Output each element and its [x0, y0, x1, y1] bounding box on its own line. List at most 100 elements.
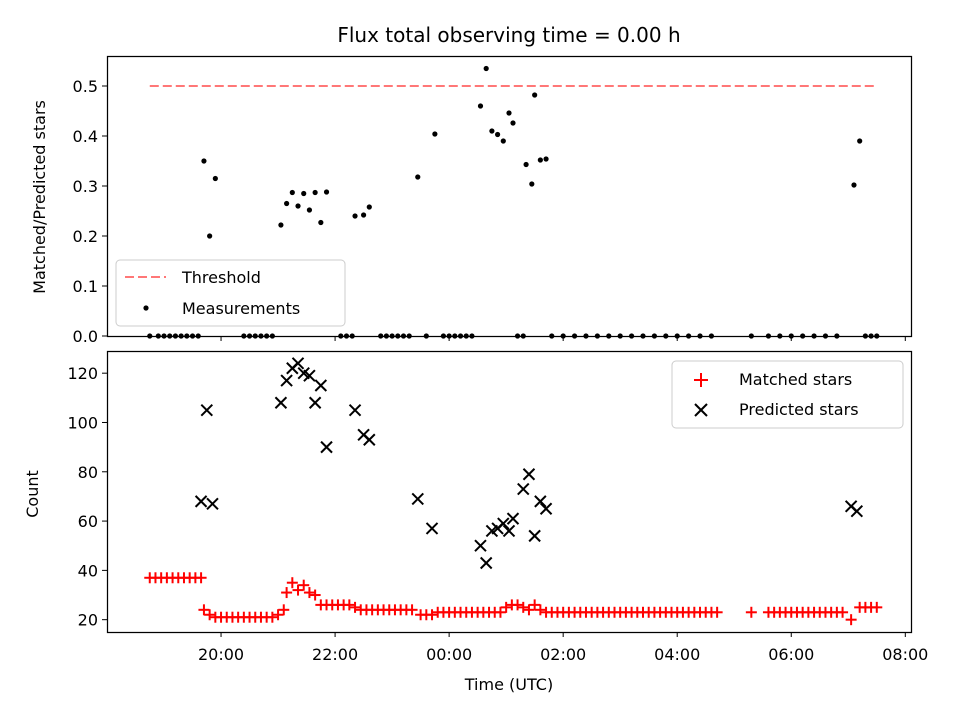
matched-star-point: [298, 579, 310, 591]
measurement-point: [529, 181, 535, 187]
measurement-point: [306, 207, 313, 213]
measurement-point: [489, 128, 495, 134]
predicted-star-point: [348, 403, 362, 417]
predicted-star-point: [502, 524, 516, 538]
top-axes-frame: [106, 55, 913, 338]
predicted-star-point: [534, 495, 547, 508]
matched-star-point: [494, 606, 506, 618]
bottom-x-tick-label: 22:00: [312, 645, 358, 664]
bottom-legend-box: [671, 360, 904, 429]
predicted-star-point: [497, 517, 510, 530]
bottom-x-tick-label: 20:00: [198, 645, 244, 664]
matched-star-point: [343, 599, 355, 611]
bottom-y-tick-label: 20: [78, 611, 98, 630]
matched-star-point: [303, 587, 315, 599]
bottom-x-tick-label: 04:00: [654, 645, 700, 664]
top-y-tick-label: 0.2: [73, 227, 98, 246]
matched-star-point: [871, 601, 883, 613]
measurement-point: [289, 189, 295, 196]
bottom-x-tick-label: 02:00: [540, 645, 586, 664]
legend-measurements-swatch: [143, 305, 149, 311]
matched-star-point: [309, 589, 321, 601]
legend-threshold-label: Threshold: [181, 268, 261, 287]
measurement-point: [212, 175, 218, 182]
measurement-point: [851, 182, 857, 188]
measurement-point: [207, 233, 213, 239]
measurement-point: [312, 189, 318, 196]
predicted-star-point: [291, 357, 305, 370]
top-legend-box: [115, 259, 346, 327]
bottom-y-tick-label: 80: [78, 463, 98, 482]
top-legend: Threshold Measurements: [115, 259, 346, 327]
predicted-star-point: [411, 492, 424, 506]
bottom-x-axis-label: Time (UTC): [464, 675, 553, 694]
matched-star-point: [349, 601, 361, 613]
bottom-axes-frame: [106, 350, 913, 634]
matched-star-point: [426, 609, 438, 621]
matched-star-point: [272, 609, 284, 621]
measurement-point: [323, 189, 330, 195]
measurement-point: [432, 131, 438, 137]
matched-star-point: [292, 584, 304, 596]
matched-star-point: [266, 611, 278, 623]
top-y-axis-label: Matched/Predicted stars: [30, 100, 49, 294]
predicted-star-point: [850, 505, 864, 518]
predicted-star-point: [200, 403, 213, 417]
bottom-y-tick-label: 60: [78, 512, 98, 531]
predicted-star-point: [194, 495, 208, 508]
predicted-star-point: [274, 396, 288, 409]
measurement-point: [500, 138, 506, 144]
measurement-point: [523, 161, 529, 168]
measurement-point: [366, 204, 372, 210]
measurement-point: [543, 156, 549, 162]
matched-star-point: [529, 599, 541, 611]
matched-star-point: [406, 604, 418, 616]
bottom-legend: Matched stars Predicted stars: [671, 360, 904, 429]
predicted-star-point: [506, 512, 520, 525]
measurement-point: [295, 203, 301, 209]
predicted-star-point: [280, 374, 293, 387]
measurement-point: [301, 190, 307, 197]
measurement-point: [494, 131, 501, 138]
measurement-point: [510, 120, 516, 126]
bottom-x-tick-label: 06:00: [768, 645, 814, 664]
measurement-point: [318, 219, 324, 226]
matched-star-point: [281, 587, 293, 599]
predicted-star-point: [303, 369, 316, 382]
measurement-point: [360, 212, 367, 218]
matched-star-point: [286, 577, 298, 589]
top-y-tick-label: 0.1: [73, 277, 98, 296]
legend-predicted-swatch: [694, 403, 708, 417]
predicted-star-point: [425, 522, 439, 535]
measurement-point: [857, 138, 863, 144]
predicted-star-point: [314, 379, 328, 392]
measurement-point: [537, 157, 543, 163]
matched-star-point: [204, 609, 216, 621]
legend-predicted-label: Predicted stars: [739, 400, 859, 419]
predicted-star-point: [539, 502, 553, 515]
measurement-point: [415, 174, 421, 180]
legend-measurements-label: Measurements: [182, 299, 300, 318]
bottom-marks: [144, 357, 883, 626]
predicted-star-point: [528, 529, 541, 543]
figure-title: Flux total observing time = 0.00 h: [337, 23, 680, 47]
predicted-star-point: [479, 556, 493, 570]
predicted-star-point: [474, 539, 487, 552]
matched-star-point: [711, 606, 723, 618]
matched-star-point: [534, 604, 546, 616]
top-y-tick-label: 0.3: [73, 177, 98, 196]
predicted-star-point: [320, 440, 333, 454]
matched-star-point: [195, 572, 207, 584]
matched-star-point: [745, 606, 757, 618]
bottom-x-tick-label: 00:00: [426, 645, 472, 664]
predicted-star-point: [522, 468, 536, 481]
measurement-point: [352, 213, 358, 219]
predicted-star-point: [363, 433, 376, 446]
bottom-panel: Count Time (UTC) 20 40 60 80 100 120 20:00 22:0…: [23, 350, 928, 694]
matched-star-point: [523, 604, 535, 616]
predicted-star-point: [206, 497, 219, 511]
matched-star-point: [837, 606, 849, 618]
predicted-star-point: [308, 396, 322, 409]
